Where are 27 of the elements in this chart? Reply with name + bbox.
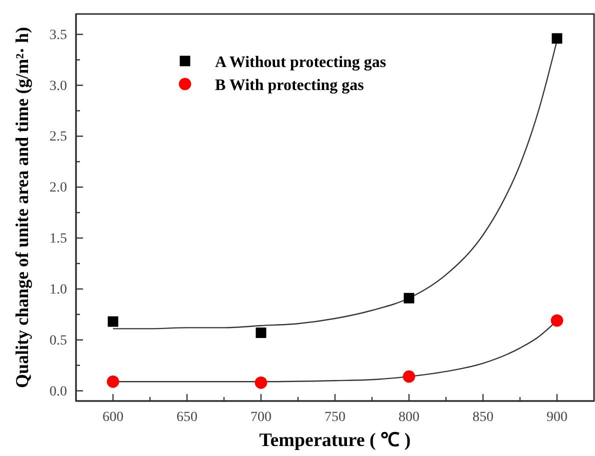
legend-label: B With protecting gas: [215, 77, 364, 94]
y-tick-label: 0.5: [50, 333, 67, 348]
point: [106, 375, 120, 388]
point: [256, 328, 266, 338]
y-tick-label: 2.0: [50, 180, 67, 196]
y-tick-label: 3.5: [50, 28, 67, 43]
x-tick-label: 800: [398, 410, 420, 425]
y-tick-label: 1.0: [50, 282, 67, 298]
y-tick-label: 2.5: [50, 130, 67, 145]
point: [550, 314, 564, 327]
y-axis-title: Quality change of unite area and time (g/m²· h): [12, 26, 32, 388]
x-axis-title: Temperature ( ℃ ): [259, 430, 411, 451]
y-tick-label: 0.0: [50, 384, 67, 400]
y-tick-label: 1.5: [50, 232, 67, 247]
x-tick-label: 850: [472, 410, 494, 425]
point: [254, 376, 268, 389]
point: [404, 292, 414, 304]
legend-label: A Without protecting gas: [215, 54, 386, 71]
point: [108, 316, 118, 327]
x-tick-label: 650: [176, 410, 198, 425]
x-tick-label: 750: [324, 410, 346, 425]
x-tick-label: 900: [546, 410, 568, 425]
y-tick-label: 3.0: [50, 78, 67, 94]
point: [402, 370, 416, 383]
x-tick-label: 600: [102, 410, 124, 425]
x-tick-label: 700: [250, 410, 272, 425]
point: [552, 33, 562, 44]
